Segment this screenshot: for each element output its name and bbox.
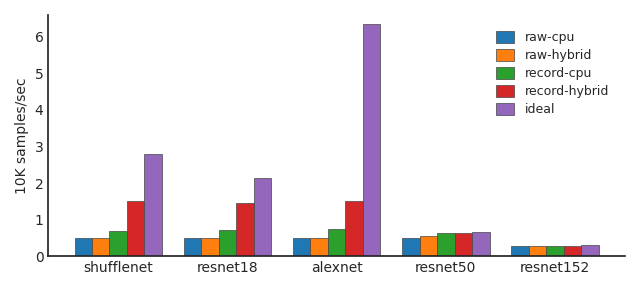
Bar bbox=[511, 246, 529, 256]
Bar bbox=[92, 238, 109, 256]
Bar bbox=[454, 233, 472, 256]
Bar bbox=[310, 238, 328, 256]
Bar bbox=[109, 231, 127, 256]
Bar bbox=[127, 201, 145, 256]
Bar bbox=[74, 238, 92, 256]
Bar bbox=[529, 246, 547, 256]
Bar bbox=[219, 230, 236, 256]
Bar bbox=[363, 24, 380, 256]
Bar bbox=[547, 246, 564, 256]
Y-axis label: 10K samples/sec: 10K samples/sec bbox=[15, 77, 29, 194]
Bar bbox=[581, 245, 599, 256]
Legend: raw-cpu, raw-hybrid, record-cpu, record-hybrid, ideal: raw-cpu, raw-hybrid, record-cpu, record-… bbox=[486, 21, 619, 126]
Bar bbox=[472, 232, 490, 256]
Bar bbox=[184, 238, 201, 256]
Bar bbox=[253, 177, 271, 256]
Bar bbox=[328, 229, 346, 256]
Bar bbox=[201, 238, 219, 256]
Bar bbox=[437, 233, 454, 256]
Bar bbox=[346, 201, 363, 256]
Bar bbox=[236, 203, 253, 256]
Bar bbox=[293, 238, 310, 256]
Bar bbox=[420, 236, 437, 256]
Bar bbox=[402, 238, 420, 256]
Bar bbox=[564, 246, 581, 256]
Bar bbox=[145, 154, 162, 256]
